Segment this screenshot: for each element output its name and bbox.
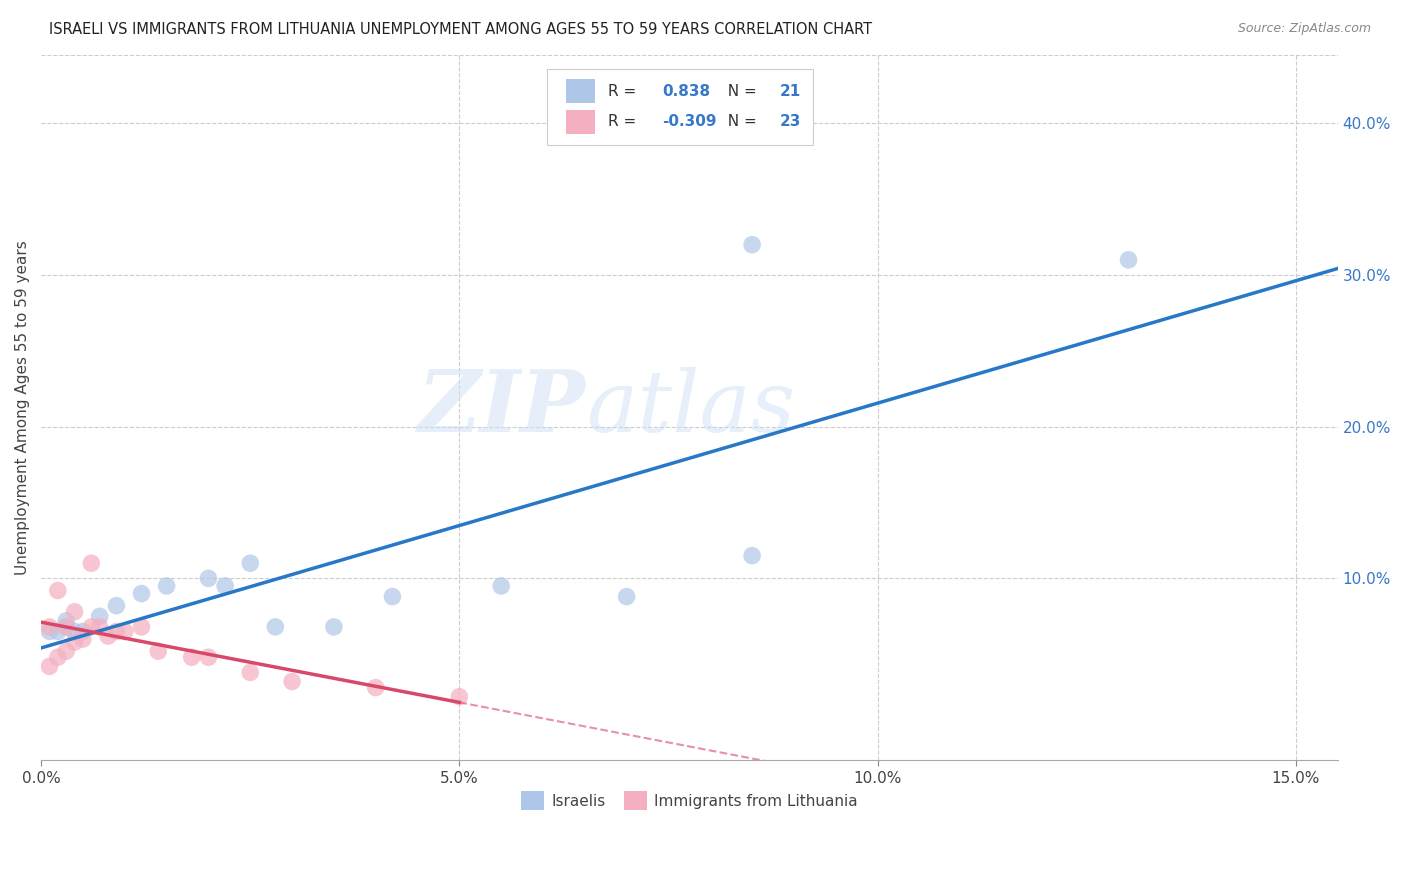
Point [63,605,86,619]
Y-axis label: Unemployment Among Ages 55 to 59 years: Unemployment Among Ages 55 to 59 years [15,240,30,575]
Point [148,644,170,658]
Point [80,556,103,570]
Point [381,590,404,604]
Point [72,632,94,646]
Text: ISRAELI VS IMMIGRANTS FROM LITHUANIA UNEMPLOYMENT AMONG AGES 55 TO 59 YEARS CORR: ISRAELI VS IMMIGRANTS FROM LITHUANIA UNE… [49,22,872,37]
Point [55,620,77,634]
Point [105,599,128,613]
Point [239,665,262,680]
Point [38,659,60,673]
Point [55,614,77,628]
Point [131,586,153,600]
Point [741,549,763,563]
Point [239,556,262,570]
Point [281,674,304,689]
Text: Source: ZipAtlas.com: Source: ZipAtlas.com [1237,22,1371,36]
Point [97,629,120,643]
Point [89,620,111,634]
Point [741,237,763,252]
FancyBboxPatch shape [567,110,595,134]
Point [89,609,111,624]
Point [38,624,60,639]
Point [38,620,60,634]
Point [63,624,86,639]
Text: 23: 23 [780,114,801,129]
Point [46,583,69,598]
Point [616,590,638,604]
Point [114,624,136,639]
Legend: Israelis, Immigrants from Lithuania: Israelis, Immigrants from Lithuania [515,785,865,816]
Point [55,620,77,634]
Point [489,579,512,593]
Point [180,650,202,665]
Point [63,635,86,649]
Text: 21: 21 [780,84,801,99]
Text: ZIP: ZIP [418,366,586,450]
FancyBboxPatch shape [567,79,595,103]
Point [131,620,153,634]
Point [105,624,128,639]
Point [1118,252,1140,267]
Point [264,620,287,634]
Point [197,650,219,665]
Text: atlas: atlas [586,367,794,449]
Point [155,579,177,593]
Text: N =: N = [718,114,762,129]
Point [46,650,69,665]
Point [449,690,471,704]
Point [46,624,69,639]
Point [197,571,219,585]
Text: R =: R = [607,84,641,99]
Point [364,681,387,695]
Text: N =: N = [718,84,762,99]
Point [72,624,94,639]
FancyBboxPatch shape [547,69,813,145]
Point [214,579,236,593]
Point [55,644,77,658]
Text: -0.309: -0.309 [662,114,717,129]
Text: R =: R = [607,114,641,129]
Point [80,620,103,634]
Text: 0.838: 0.838 [662,84,710,99]
Point [322,620,344,634]
